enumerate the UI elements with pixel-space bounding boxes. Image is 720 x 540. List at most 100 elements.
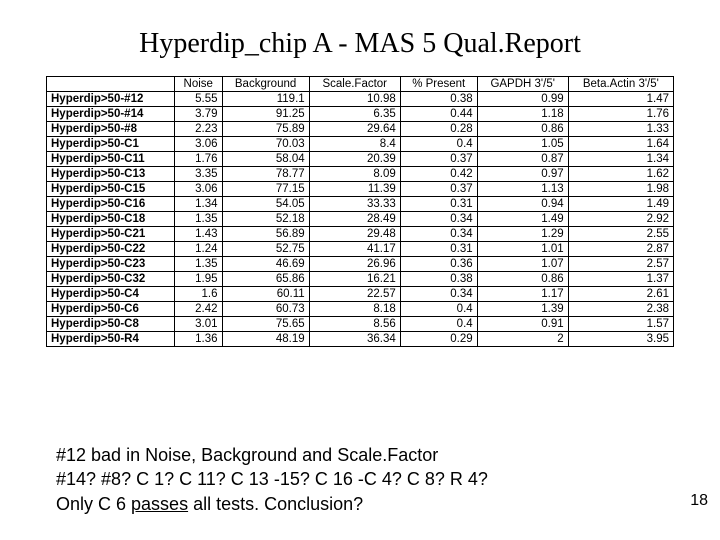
cell-value: 1.35 (174, 257, 222, 272)
cell-value: 1.6 (174, 287, 222, 302)
table-row: Hyperdip>50-C13.0670.038.40.41.051.64 (47, 137, 674, 152)
cell-value: 1.47 (568, 92, 673, 107)
cell-value: 0.42 (400, 167, 477, 182)
cell-value: 20.39 (309, 152, 400, 167)
cell-value: 3.79 (174, 107, 222, 122)
cell-value: 48.19 (222, 332, 309, 347)
col-header: Background (222, 77, 309, 92)
row-label: Hyperdip>50-C6 (47, 302, 175, 317)
cell-value: 1.17 (477, 287, 568, 302)
page-title: Hyperdip_chip A - MAS 5 Qual.Report (0, 0, 720, 76)
row-label: Hyperdip>50-#12 (47, 92, 175, 107)
col-header: Noise (174, 77, 222, 92)
page-number: 18 (690, 492, 708, 510)
row-label: Hyperdip>50-C8 (47, 317, 175, 332)
cell-value: 8.4 (309, 137, 400, 152)
cell-value: 1.36 (174, 332, 222, 347)
table-row: Hyperdip>50-C133.3578.778.090.420.971.62 (47, 167, 674, 182)
cell-value: 0.31 (400, 242, 477, 257)
data-table: NoiseBackgroundScale.Factor% PresentGAPD… (46, 76, 674, 347)
table-container: NoiseBackgroundScale.Factor% PresentGAPD… (0, 76, 720, 347)
notes-line-3: Only C 6 passes all tests. Conclusion? (56, 492, 488, 516)
cell-value: 1.05 (477, 137, 568, 152)
cell-value: 5.55 (174, 92, 222, 107)
cell-value: 75.65 (222, 317, 309, 332)
cell-value: 1.24 (174, 242, 222, 257)
table-row: Hyperdip>50-C231.3546.6926.960.361.072.5… (47, 257, 674, 272)
row-label: Hyperdip>50-C32 (47, 272, 175, 287)
cell-value: 33.33 (309, 197, 400, 212)
table-header-row: NoiseBackgroundScale.Factor% PresentGAPD… (47, 77, 674, 92)
cell-value: 8.09 (309, 167, 400, 182)
cell-value: 1.49 (568, 197, 673, 212)
row-label: Hyperdip>50-C13 (47, 167, 175, 182)
cell-value: 2.92 (568, 212, 673, 227)
table-row: Hyperdip>50-C211.4356.8929.480.341.292.5… (47, 227, 674, 242)
cell-value: 1.43 (174, 227, 222, 242)
cell-value: 1.07 (477, 257, 568, 272)
cell-value: 36.34 (309, 332, 400, 347)
cell-value: 8.18 (309, 302, 400, 317)
cell-value: 3.95 (568, 332, 673, 347)
row-label: Hyperdip>50-R4 (47, 332, 175, 347)
cell-value: 0.99 (477, 92, 568, 107)
cell-value: 0.37 (400, 182, 477, 197)
cell-value: 28.49 (309, 212, 400, 227)
row-label: Hyperdip>50-C23 (47, 257, 175, 272)
col-header: % Present (400, 77, 477, 92)
cell-value: 2.57 (568, 257, 673, 272)
cell-value: 46.69 (222, 257, 309, 272)
cell-value: 1.95 (174, 272, 222, 287)
row-label: Hyperdip>50-C11 (47, 152, 175, 167)
cell-value: 1.62 (568, 167, 673, 182)
cell-value: 58.04 (222, 152, 309, 167)
cell-value: 1.98 (568, 182, 673, 197)
cell-value: 0.38 (400, 272, 477, 287)
table-row: Hyperdip>50-C111.7658.0420.390.370.871.3… (47, 152, 674, 167)
table-row: Hyperdip>50-#82.2375.8929.640.280.861.33 (47, 122, 674, 137)
cell-value: 0.97 (477, 167, 568, 182)
cell-value: 75.89 (222, 122, 309, 137)
cell-value: 1.18 (477, 107, 568, 122)
row-label: Hyperdip>50-#14 (47, 107, 175, 122)
cell-value: 0.4 (400, 317, 477, 332)
cell-value: 0.34 (400, 287, 477, 302)
cell-value: 0.86 (477, 122, 568, 137)
table-row: Hyperdip>50-C321.9565.8616.210.380.861.3… (47, 272, 674, 287)
notes-block: #12 bad in Noise, Background and Scale.F… (56, 443, 488, 516)
cell-value: 22.57 (309, 287, 400, 302)
table-row: Hyperdip>50-C153.0677.1511.390.371.131.9… (47, 182, 674, 197)
cell-value: 29.48 (309, 227, 400, 242)
row-label: Hyperdip>50-C15 (47, 182, 175, 197)
cell-value: 0.94 (477, 197, 568, 212)
table-body: Hyperdip>50-#125.55119.110.980.380.991.4… (47, 92, 674, 347)
cell-value: 0.44 (400, 107, 477, 122)
cell-value: 0.91 (477, 317, 568, 332)
cell-value: 3.01 (174, 317, 222, 332)
notes-line3-c: all tests. Conclusion? (188, 494, 363, 514)
cell-value: 3.35 (174, 167, 222, 182)
notes-line-2: #14? #8? C 1? C 11? C 13 -15? C 16 -C 4?… (56, 467, 488, 491)
cell-value: 0.28 (400, 122, 477, 137)
cell-value: 52.75 (222, 242, 309, 257)
cell-value: 1.13 (477, 182, 568, 197)
cell-value: 2 (477, 332, 568, 347)
cell-value: 1.37 (568, 272, 673, 287)
col-header: Scale.Factor (309, 77, 400, 92)
cell-value: 60.73 (222, 302, 309, 317)
cell-value: 0.34 (400, 212, 477, 227)
notes-line3-b: passes (131, 494, 188, 514)
col-header-rowname (47, 77, 175, 92)
cell-value: 1.39 (477, 302, 568, 317)
cell-value: 6.35 (309, 107, 400, 122)
cell-value: 0.29 (400, 332, 477, 347)
cell-value: 0.87 (477, 152, 568, 167)
cell-value: 2.61 (568, 287, 673, 302)
cell-value: 119.1 (222, 92, 309, 107)
table-row: Hyperdip>50-C62.4260.738.180.41.392.38 (47, 302, 674, 317)
cell-value: 0.4 (400, 137, 477, 152)
row-label: Hyperdip>50-C18 (47, 212, 175, 227)
row-label: Hyperdip>50-C16 (47, 197, 175, 212)
cell-value: 3.06 (174, 137, 222, 152)
cell-value: 0.36 (400, 257, 477, 272)
